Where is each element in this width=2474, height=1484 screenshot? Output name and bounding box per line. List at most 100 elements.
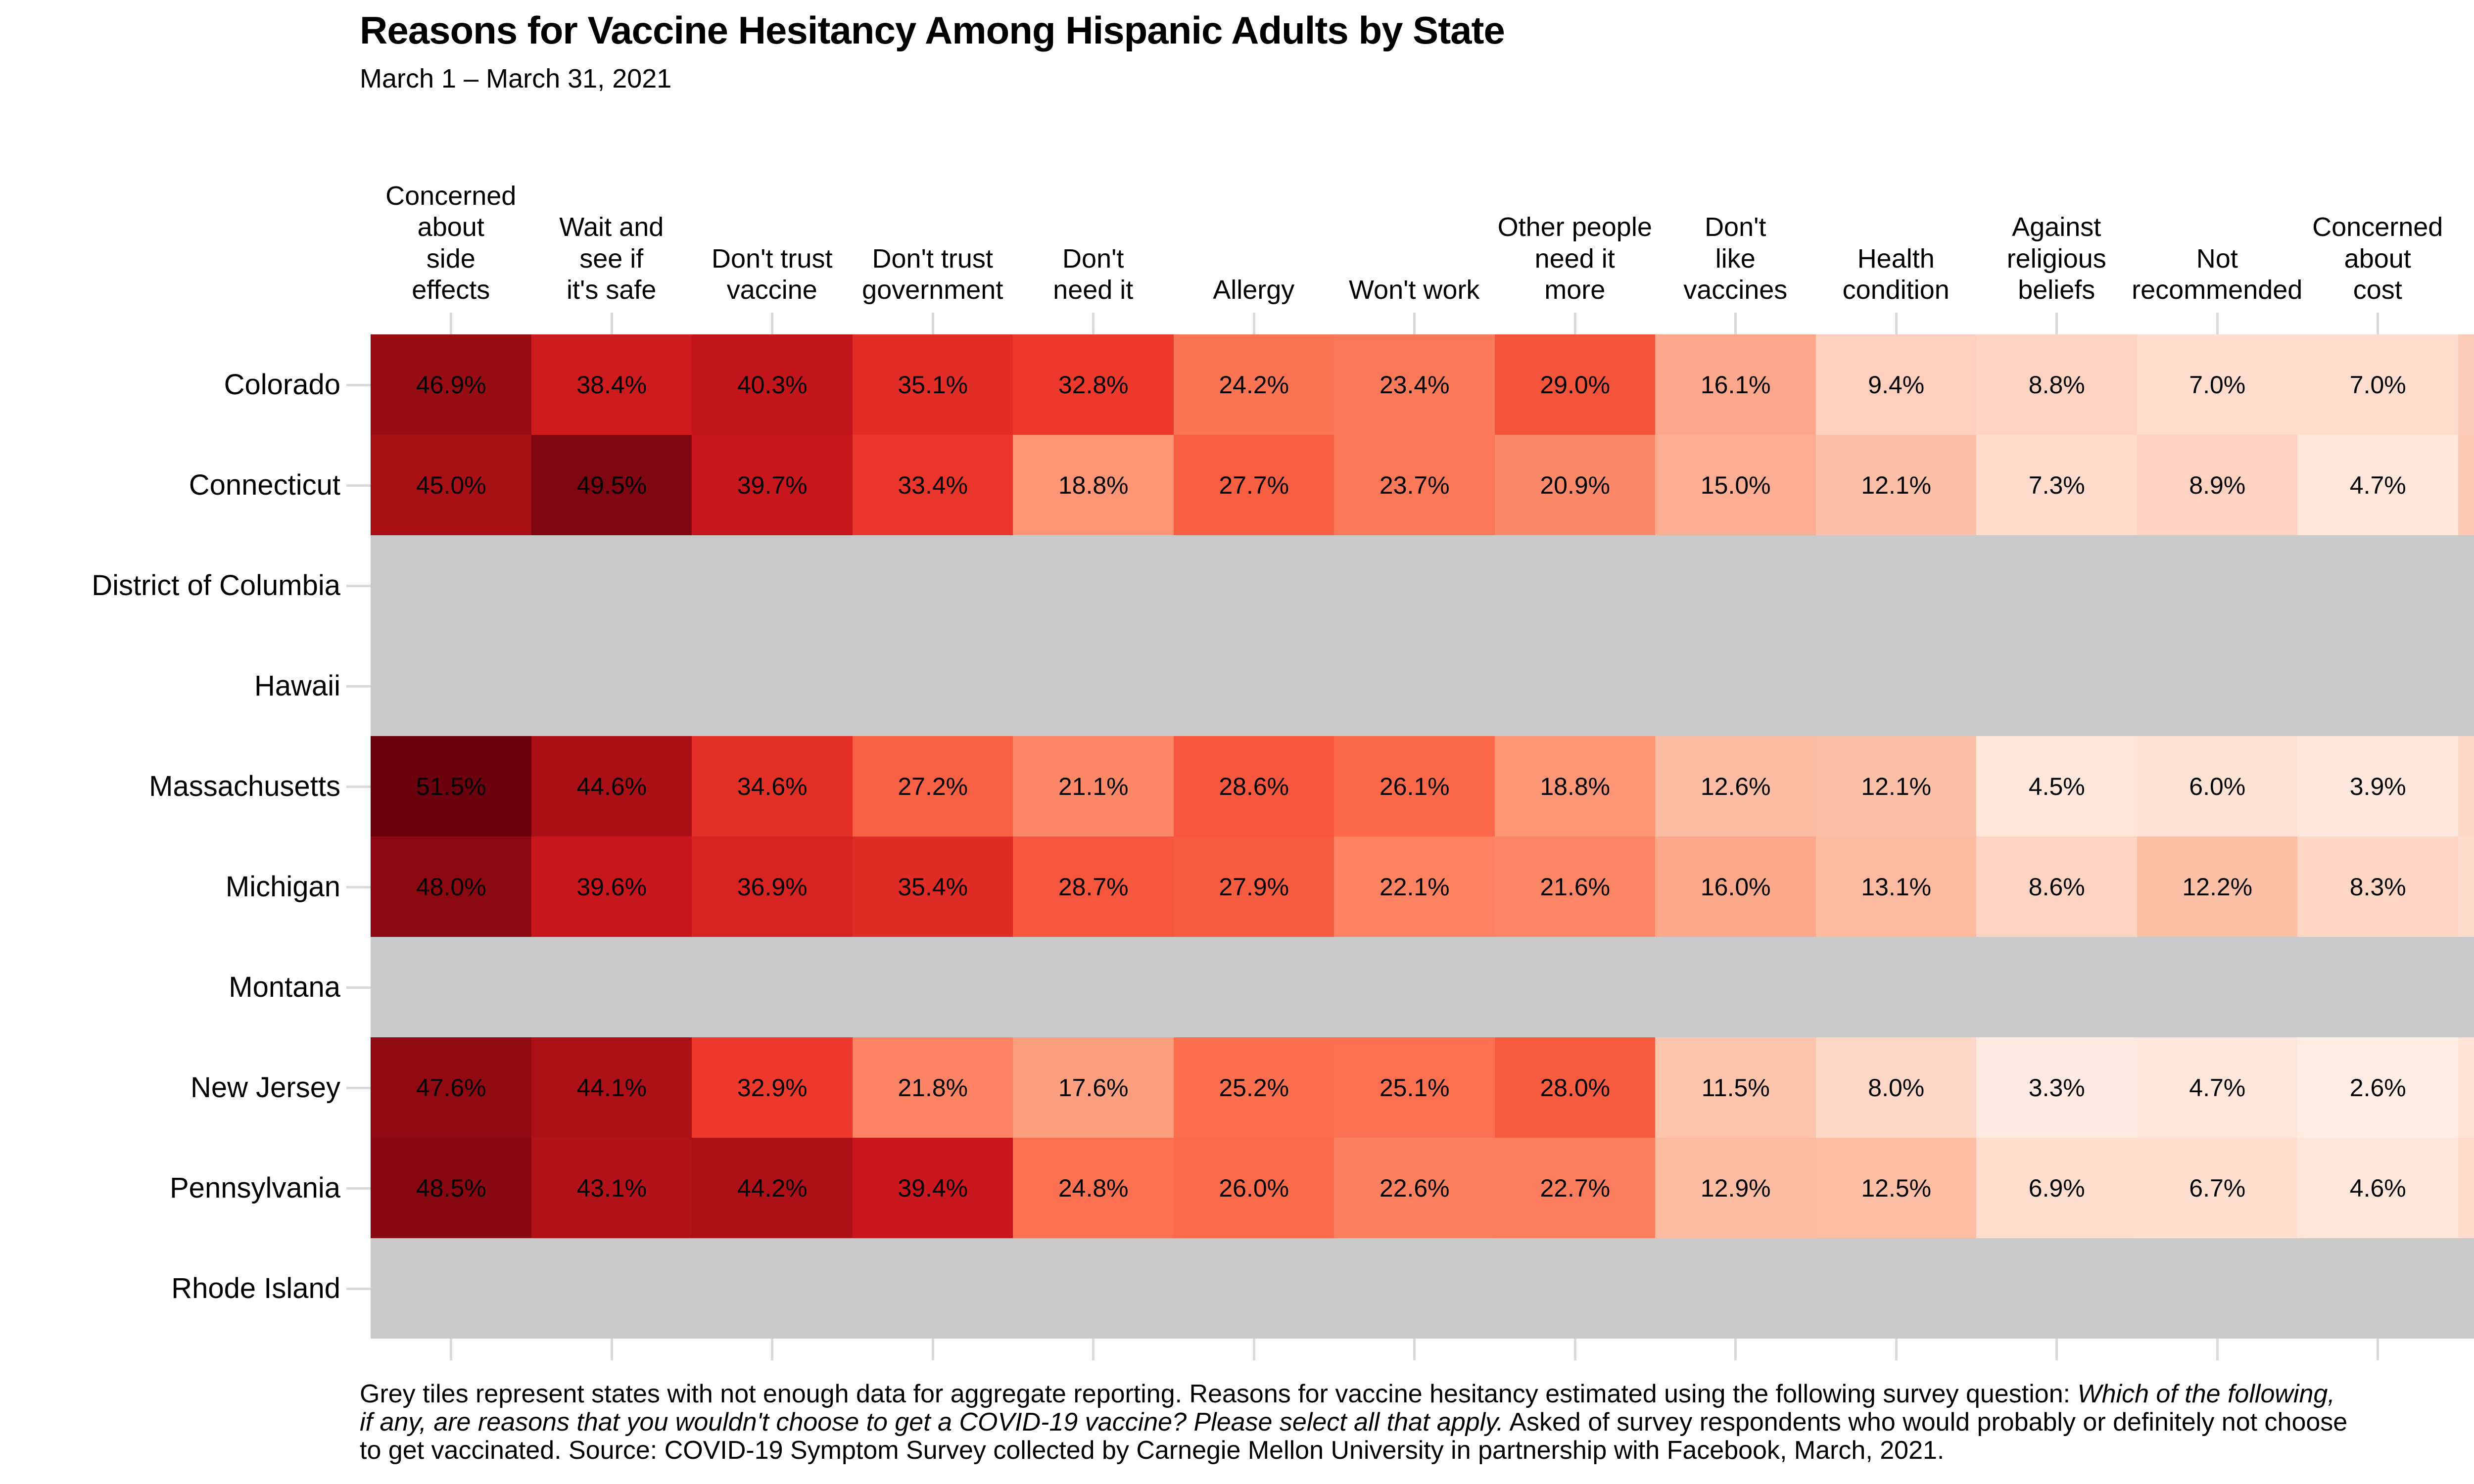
footnote-line: to get vaccinated. Source: COVID-19 Symp… (360, 1437, 2347, 1465)
footnote-text: Asked of survey respondents who would pr… (1503, 1408, 2348, 1437)
heatmap-cell: 35.4% (852, 836, 1013, 937)
y-axis-tick-left (346, 885, 371, 888)
column-header-8: Other people need it more (1497, 212, 1652, 305)
heatmap-cell: 4.6% (2297, 1138, 2459, 1239)
heatmap-cell: 22.6% (1334, 1138, 1495, 1239)
row-label-colorado: Colorado (224, 369, 340, 401)
y-axis-tick-left (346, 685, 371, 688)
y-axis-tick-left (346, 383, 371, 386)
heatmap-cell: 43.1% (531, 1138, 692, 1239)
heatmap-cell: 7.0% (2297, 334, 2459, 435)
heatmap-cell: 7.3% (1976, 435, 2138, 536)
heatmap-cell: 26.0% (1173, 1138, 1334, 1239)
x-axis-tick-top (1573, 313, 1576, 334)
heatmap-cell: 6.7% (2137, 1138, 2298, 1239)
heatmap-cell: 7.3% (2458, 1138, 2474, 1239)
x-axis-tick-bottom (771, 1339, 774, 1360)
row-label-new-jersey: New Jersey (190, 1071, 340, 1104)
chart-title: Reasons for Vaccine Hesitancy Among Hisp… (360, 8, 1505, 52)
heatmap-cell: 13.1% (1815, 836, 1977, 937)
y-axis-tick-left (346, 484, 371, 487)
x-axis-tick-bottom (2377, 1339, 2379, 1360)
column-header-11: Against religious beliefs (2006, 212, 2106, 305)
row-label-district-of-columbia: District of Columbia (92, 569, 340, 602)
heatmap-cell: 7.0% (2137, 334, 2298, 435)
heatmap-cell: 25.1% (1334, 1037, 1495, 1138)
heatmap-cell: 8.0% (1815, 1037, 1977, 1138)
y-axis-tick-left (346, 1287, 371, 1290)
x-axis-tick-top (771, 313, 774, 334)
heatmap-cell: 7.8% (2458, 736, 2474, 837)
heatmap-cell: 24.2% (1173, 334, 1334, 435)
heatmap-cell: 8.8% (1976, 334, 2138, 435)
no-data-band (371, 937, 2474, 1037)
heatmap-cell: 44.2% (692, 1138, 853, 1239)
heatmap-cell: 47.6% (371, 1037, 532, 1138)
y-axis-tick-left (346, 986, 371, 989)
heatmap-cell: 34.6% (692, 736, 853, 837)
x-axis-tick-bottom (2055, 1339, 2058, 1360)
column-header-9: Don't like vaccines (1683, 212, 1788, 305)
heatmap-cell: 27.7% (1173, 435, 1334, 536)
heatmap-cell: 26.1% (1334, 736, 1495, 837)
row-label-hawaii: Hawaii (254, 670, 340, 702)
heatmap-cell: 28.6% (1173, 736, 1334, 837)
no-data-band (371, 636, 2474, 736)
column-header-6: Allergy (1213, 275, 1295, 305)
heatmap-cell: 3.3% (1976, 1037, 2138, 1138)
heatmap-cell: 38.4% (531, 334, 692, 435)
heatmap-cell: 8.3% (2297, 836, 2459, 937)
row-label-pennsylvania: Pennsylvania (170, 1172, 340, 1204)
heatmap-cell: 27.2% (852, 736, 1013, 837)
x-axis-tick-top (2216, 313, 2219, 334)
x-axis-tick-top (450, 313, 453, 334)
heatmap-cell: 22.1% (1334, 836, 1495, 937)
x-axis-tick-bottom (1573, 1339, 1576, 1360)
column-header-13: Concerned about cost (2312, 212, 2443, 305)
heatmap-cell: 5.7% (2458, 1037, 2474, 1138)
y-axis-tick-left (346, 1187, 371, 1190)
heatmap-cell: 12.1% (1815, 736, 1977, 837)
x-axis-tick-top (1895, 313, 1898, 334)
heatmap-cell: 2.6% (2297, 1037, 2459, 1138)
heatmap-cell: 12.9% (1655, 1138, 1816, 1239)
heatmap-cell: 4.7% (2137, 1037, 2298, 1138)
x-axis-tick-bottom (1895, 1339, 1898, 1360)
row-label-connecticut: Connecticut (189, 469, 340, 501)
heatmap-cell: 10.0% (2458, 334, 2474, 435)
y-axis-tick-left (346, 1086, 371, 1089)
footnote-line: Grey tiles represent states with not eno… (360, 1380, 2347, 1408)
heatmap-cell: 49.5% (531, 435, 692, 536)
heatmap-cell: 6.0% (2137, 736, 2298, 837)
heatmap-cell: 48.5% (371, 1138, 532, 1239)
heatmap-cell: 17.6% (1013, 1037, 1174, 1138)
heatmap-cell: 36.9% (692, 836, 853, 937)
heatmap-cell: 39.7% (692, 435, 853, 536)
x-axis-tick-top (1092, 313, 1095, 334)
column-header-4: Don't trust government (862, 243, 1003, 305)
heatmap-cell: 18.8% (1013, 435, 1174, 536)
heatmap-cell: 39.4% (852, 1138, 1013, 1239)
footnote-text: to get vaccinated. Source: COVID-19 Symp… (360, 1436, 1945, 1465)
heatmap-cell: 44.6% (531, 736, 692, 837)
x-axis-tick-bottom (931, 1339, 934, 1360)
column-header-12: Not recommended (2132, 243, 2303, 305)
footnote-survey-question: if any, are reasons that you wouldn't ch… (360, 1408, 1504, 1437)
x-axis-tick-bottom (1092, 1339, 1095, 1360)
heatmap-cell: 16.0% (1655, 836, 1816, 937)
heatmap-cell: 3.9% (2297, 736, 2459, 837)
heatmap-cell: 28.7% (1013, 836, 1174, 937)
column-header-1: Concerned about side effects (385, 181, 517, 305)
x-axis-tick-top (1252, 313, 1255, 334)
heatmap-cell: 21.1% (1013, 736, 1174, 837)
heatmap-cell: 15.0% (1655, 435, 1816, 536)
chart-subtitle: March 1 – March 31, 2021 (360, 64, 672, 93)
heatmap-cell: 11.5% (1655, 1037, 1816, 1138)
x-axis-tick-top (610, 313, 613, 334)
row-label-montana: Montana (229, 971, 340, 1003)
heatmap-cell: 12.1% (1815, 435, 1977, 536)
x-axis-tick-top (2377, 313, 2379, 334)
heatmap-cell: 7.2% (2458, 836, 2474, 937)
heatmap-cell: 9.4% (1815, 334, 1977, 435)
x-axis-tick-bottom (1413, 1339, 1416, 1360)
